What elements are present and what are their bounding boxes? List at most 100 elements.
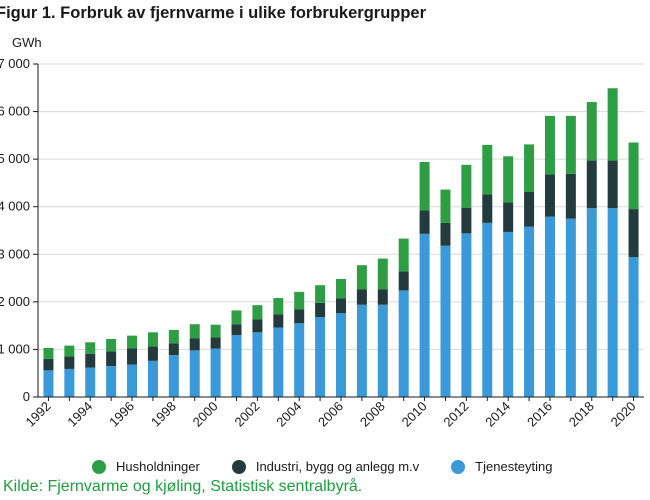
bar-2013-series-0 — [482, 222, 493, 397]
bar-2006-series-1 — [336, 298, 346, 314]
bar-2007-series-0 — [356, 304, 367, 397]
y-tick-label: 5 000 — [0, 151, 30, 166]
y-tick-label: 1 000 — [0, 341, 30, 356]
bar-2020-series-1 — [628, 209, 639, 258]
bar-2017-series-2 — [565, 115, 576, 174]
x-tick-label: 2004 — [273, 399, 304, 430]
bar-2020-series-0 — [628, 257, 639, 397]
bar-1998-series-1 — [168, 343, 179, 356]
bar-2015-series-2 — [524, 144, 535, 192]
bar-1993-series-0 — [64, 368, 75, 397]
x-tick-label: 2016 — [524, 399, 555, 430]
bar-1998-series-0 — [168, 355, 179, 397]
bar-1994-series-2 — [85, 342, 96, 354]
legend-swatch-households — [92, 459, 106, 474]
bar-1994-series-0 — [85, 367, 96, 397]
bar-2010-series-2 — [419, 161, 430, 211]
bar-2019-series-2 — [607, 88, 618, 161]
bar-2005-series-2 — [315, 285, 326, 303]
y-tick-label: 2 000 — [0, 294, 30, 309]
bar-2009-series-1 — [398, 271, 409, 291]
bar-2013-series-1 — [482, 194, 493, 223]
bar-1996-series-2 — [127, 335, 138, 349]
bar-2010-series-1 — [419, 210, 430, 234]
bar-2020-series-2 — [628, 142, 639, 210]
bar-2000-series-2 — [210, 324, 221, 338]
bar-1997-series-1 — [147, 346, 158, 361]
bar-2011-series-0 — [440, 245, 451, 397]
bar-2014-series-1 — [503, 202, 514, 232]
bar-2003-series-2 — [273, 298, 284, 315]
x-tick-label: 1998 — [148, 399, 179, 430]
bar-2013-series-2 — [482, 144, 493, 195]
bar-1996-series-0 — [127, 364, 138, 397]
bar-2001-series-0 — [231, 335, 242, 397]
bar-1995-series-1 — [106, 351, 117, 367]
bar-2007-series-1 — [356, 289, 367, 305]
bar-1995-series-0 — [106, 366, 117, 397]
legend-item-industry: Industri, bygg og anlegg m.v — [231, 459, 419, 474]
source-note: Kilde: Fjernvarme og kjøling, Statistisk… — [3, 478, 363, 495]
bar-2011-series-1 — [440, 222, 451, 246]
y-tick-label: 6 000 — [0, 104, 30, 119]
bar-2018-series-2 — [586, 102, 597, 161]
bar-2004-series-1 — [294, 309, 305, 324]
bar-2018-series-1 — [586, 160, 597, 209]
y-axis-unit-label: GWh — [12, 35, 42, 50]
bar-2008-series-2 — [377, 258, 388, 290]
bar-2014-series-0 — [503, 231, 514, 397]
legend-swatch-industry — [231, 459, 246, 474]
x-tick-label: 2010 — [399, 399, 430, 430]
bar-2014-series-2 — [503, 156, 514, 203]
bar-2012-series-2 — [461, 164, 472, 208]
y-tick-label: 0 — [23, 389, 30, 404]
y-tick-label: 3 000 — [0, 246, 30, 261]
x-tick-label: 2012 — [440, 399, 471, 430]
bar-2003-series-1 — [273, 314, 284, 328]
bar-2005-series-1 — [315, 302, 326, 318]
bar-1992-series-0 — [43, 370, 54, 397]
x-tick-label: 2000 — [190, 399, 221, 430]
x-tick-label: 2006 — [315, 399, 346, 430]
x-tick-label: 2014 — [482, 399, 513, 430]
gridlines — [38, 63, 644, 350]
bar-1999-series-0 — [189, 350, 200, 397]
chart-title: Figur 1. Forbruk av fjernvarme i ulike f… — [0, 4, 427, 22]
x-tick-label: 2018 — [566, 399, 597, 430]
x-tick-label: 1994 — [64, 399, 95, 430]
bar-2016-series-2 — [544, 115, 555, 175]
bar-2008-series-0 — [377, 304, 388, 397]
legend-label-services: Tjenesteyting — [475, 459, 553, 474]
bar-2009-series-2 — [398, 238, 409, 272]
bar-1999-series-2 — [189, 324, 200, 339]
bar-1998-series-2 — [168, 329, 179, 344]
bar-2005-series-0 — [315, 317, 326, 397]
bar-1993-series-2 — [64, 345, 75, 357]
bar-2004-series-0 — [294, 323, 305, 397]
y-tick-label: 7 000 — [0, 56, 30, 71]
legend-label-households: Husholdninger — [116, 459, 200, 474]
bar-2000-series-0 — [210, 348, 221, 397]
bar-1999-series-1 — [189, 338, 200, 351]
bar-2001-series-2 — [231, 310, 242, 325]
x-tick-label: 2008 — [357, 399, 388, 430]
bar-2012-series-1 — [461, 207, 472, 234]
bar-1996-series-1 — [127, 348, 138, 365]
x-tick-label: 2020 — [608, 399, 639, 430]
bar-1997-series-2 — [147, 332, 158, 347]
bar-2016-series-0 — [544, 216, 555, 397]
bar-2002-series-1 — [252, 319, 263, 333]
bar-2015-series-1 — [524, 191, 535, 227]
bar-1992-series-2 — [43, 348, 54, 359]
bar-2016-series-1 — [544, 174, 555, 217]
bar-1993-series-1 — [64, 356, 75, 369]
bar-2011-series-2 — [440, 189, 451, 223]
bar-2009-series-0 — [398, 290, 409, 397]
bar-2019-series-0 — [607, 208, 618, 397]
x-tick-label: 1996 — [106, 399, 137, 430]
bar-2006-series-0 — [336, 313, 346, 397]
x-tick-label: 2002 — [231, 399, 262, 430]
bar-1994-series-1 — [85, 353, 96, 368]
bar-2010-series-0 — [419, 233, 430, 397]
